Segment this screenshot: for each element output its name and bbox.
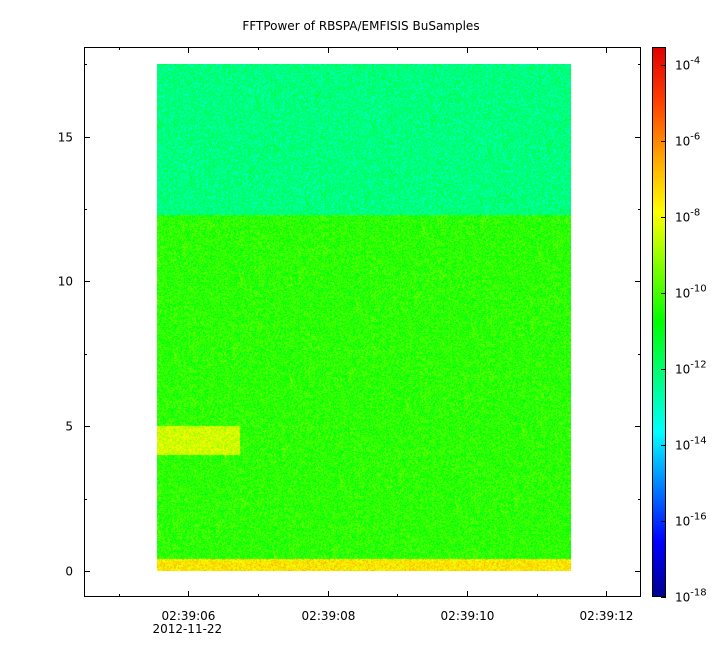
colorbar-tick-label: 10-10: [675, 284, 707, 301]
spectrogram-image: [157, 64, 571, 571]
colorbar-tick-base: 10: [675, 591, 690, 605]
colorbar-tick-base: 10: [675, 211, 690, 225]
colorbar-tick-label: 10-18: [675, 588, 707, 605]
colorbar-tick-exponent: -6: [690, 132, 700, 143]
colorbar-tick-base: 10: [675, 135, 690, 149]
colorbar-tick-exponent: -12: [690, 360, 706, 371]
colorbar-tick-exponent: -10: [690, 284, 706, 295]
colorbar-tick-base: 10: [675, 59, 690, 73]
colorbar-tick-exponent: -14: [690, 436, 706, 447]
colorbar-tick-exponent: -16: [690, 512, 706, 523]
x-tick-label: 02:39:08: [302, 609, 356, 623]
colorbar-tick-label: 10-16: [675, 512, 707, 529]
spectrogram-canvas: [157, 64, 571, 571]
colorbar-tick-base: 10: [675, 439, 690, 453]
colorbar-tick-base: 10: [675, 363, 690, 377]
plot-frame: [84, 47, 641, 597]
chart-title: FFTPower of RBSPA/EMFISIS BuSamples: [242, 19, 479, 33]
colorbar-tick-label: 10-8: [675, 208, 700, 225]
colorbar-tick-label: 10-12: [675, 360, 707, 377]
x-tick-label: 02:39:12: [580, 609, 634, 623]
x-tick-label: 02:39:06: [162, 609, 216, 623]
x-tick-label: 02:39:10: [441, 609, 495, 623]
colorbar-tick-exponent: -8: [690, 208, 700, 219]
y-tick-label: 10: [58, 275, 73, 289]
colorbar-tick-label: 10-14: [675, 436, 707, 453]
colorbar-tick-label: 10-4: [675, 56, 700, 73]
colorbar: [652, 47, 666, 597]
y-tick-label: 15: [58, 131, 73, 145]
colorbar-tick-base: 10: [675, 287, 690, 301]
colorbar-tick-exponent: -18: [690, 588, 706, 599]
y-tick-label: 5: [65, 420, 73, 434]
colorbar-tick-label: 10-6: [675, 132, 700, 149]
y-tick-label: 0: [65, 565, 73, 579]
x-date-label: 2012-11-22: [152, 622, 222, 636]
colorbar-tick-exponent: -4: [690, 56, 700, 67]
colorbar-tick-base: 10: [675, 515, 690, 529]
